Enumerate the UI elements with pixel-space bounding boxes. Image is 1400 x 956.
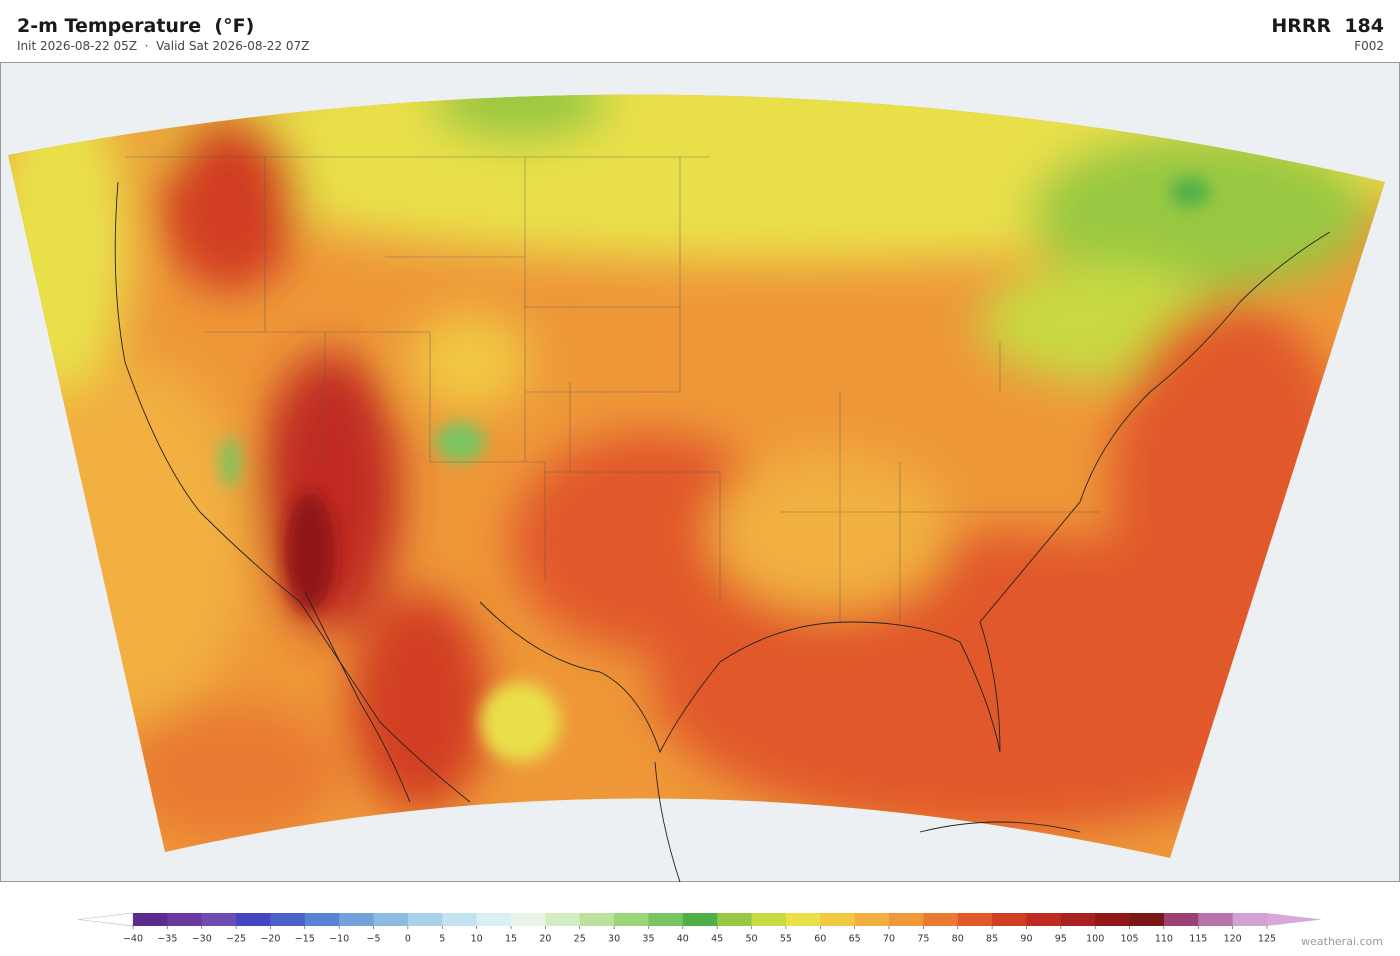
- colorbar-tick-label: 60: [814, 934, 826, 945]
- colorbar-tick-label: −40: [123, 934, 143, 945]
- colorbar-swatch: [133, 913, 168, 926]
- colorbar-tick-label: 125: [1258, 934, 1276, 945]
- colorbar-swatch: [682, 913, 718, 926]
- colorbar-swatch: [889, 913, 924, 926]
- colorbar-under: [77, 912, 134, 927]
- colorbar-swatch: [1163, 913, 1199, 926]
- colorbar-swatch: [1232, 913, 1268, 926]
- colorbar-swatch: [1129, 913, 1165, 926]
- colorbar-swatch: [923, 913, 959, 926]
- colorbar-swatch: [785, 913, 821, 926]
- colorbar-tick-label: 80: [952, 934, 964, 945]
- colorbar-tick-label: −5: [367, 934, 381, 945]
- colorbar-swatch: [579, 913, 615, 926]
- temperature-field: [8, 94, 1385, 858]
- colorbar-tick-label: 85: [986, 934, 998, 945]
- colorbar-swatch: [717, 913, 753, 926]
- colorbar-swatch: [1095, 913, 1131, 926]
- state-borders: [125, 156, 1100, 622]
- colorbar-tick-label: 50: [745, 934, 757, 945]
- colorbar-tick-label: −35: [157, 934, 177, 945]
- colorbar-tick-label: 15: [505, 934, 517, 945]
- run-times: Init 2026-08-22 05Z · Valid Sat 2026-08-…: [17, 39, 310, 53]
- colorbar-swatch: [1060, 913, 1096, 926]
- colorbar-swatch: [957, 913, 993, 926]
- colorbar-swatch: [304, 913, 340, 926]
- colorbar-over: [1267, 913, 1322, 926]
- colorbar-swatch: [992, 913, 1027, 926]
- colorbar-tick-label: 35: [642, 934, 654, 945]
- colorbar-tick-label: 120: [1224, 934, 1242, 945]
- colorbar-swatch: [339, 913, 375, 926]
- colorbar: −40 −35 −30 −25 −20 −15 −10 −5 0 5 10 15 20 25 30 35 40 4…: [77, 912, 1322, 945]
- colorbar-tick-label: −10: [329, 934, 349, 945]
- colorbar-swatch: [545, 913, 581, 926]
- colorbar-tick-label: 55: [780, 934, 792, 945]
- colorbar-swatch: [614, 913, 649, 926]
- colorbar-tick-label: −30: [192, 934, 212, 945]
- colorbar-tick-label: 5: [439, 934, 445, 945]
- colorbar-swatch: [751, 913, 787, 926]
- colorbar-tick-label: 0: [405, 934, 411, 945]
- colorbar-swatch: [407, 913, 443, 926]
- colorbar-tick-label: 40: [677, 934, 689, 945]
- map-title: 2-m Temperature (°F): [17, 15, 255, 37]
- colorbar-tick-label: −25: [226, 934, 246, 945]
- colorbar-swatch: [373, 913, 409, 926]
- colorbar-swatch: [1026, 913, 1062, 926]
- colorbar-tick-label: 105: [1120, 934, 1138, 945]
- colorbar-tick-label: 95: [1055, 934, 1067, 945]
- coastlines: [114, 181, 1331, 882]
- colorbar-tick-label: 75: [917, 934, 929, 945]
- colorbar-tick-label: 65: [849, 934, 861, 945]
- model-name: HRRR 184: [1271, 15, 1384, 37]
- colorbar-swatch: [476, 913, 512, 926]
- colorbar-swatch: [167, 913, 203, 926]
- colorbar-swatch: [270, 913, 306, 926]
- colorbar-swatch: [236, 913, 271, 926]
- colorbar-tick-label: −15: [295, 934, 315, 945]
- colorbar-tick-label: 25: [574, 934, 586, 945]
- colorbar-tick-label: 70: [883, 934, 895, 945]
- colorbar-tick-label: 10: [471, 934, 483, 945]
- colorbar-swatch: [442, 913, 478, 926]
- map: [0, 62, 1400, 882]
- colorbar-swatch: [648, 913, 684, 926]
- colorbar-swatch: [820, 913, 856, 926]
- colorbar-tick-label: 45: [711, 934, 723, 945]
- colorbar-tick-label: 30: [608, 934, 620, 945]
- colorbar-swatch: [854, 913, 890, 926]
- forecast-hour: F002: [1354, 39, 1384, 53]
- colorbar-tick-label: 90: [1020, 934, 1032, 945]
- colorbar-tick-label: 110: [1155, 934, 1173, 945]
- colorbar-swatch: [511, 913, 546, 926]
- colorbar-swatch: [1198, 913, 1234, 926]
- colorbar-tick-label: 100: [1086, 934, 1104, 945]
- colorbar-tick-label: 20: [539, 934, 551, 945]
- colorbar-swatch: [201, 913, 237, 926]
- colorbar-tick-label: −20: [260, 934, 280, 945]
- watermark: weatherai.com: [1301, 935, 1383, 948]
- colorbar-tick-label: 115: [1189, 934, 1207, 945]
